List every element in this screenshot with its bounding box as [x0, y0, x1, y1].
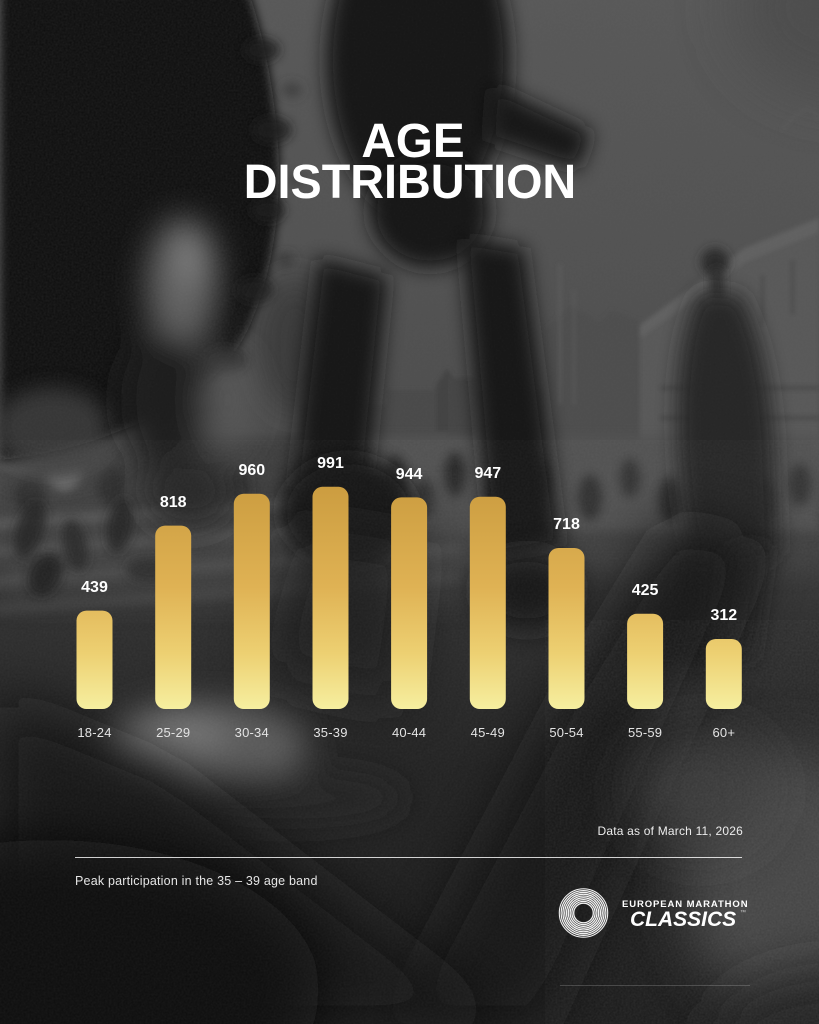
svg-text:18-24: 18-24: [77, 725, 111, 740]
svg-text:EUROPEAN MARATHON: EUROPEAN MARATHON: [622, 899, 748, 910]
svg-text:60+: 60+: [712, 725, 735, 740]
svg-text:947: 947: [474, 465, 501, 482]
svg-text:439: 439: [81, 579, 108, 596]
svg-text:312: 312: [710, 607, 737, 624]
svg-text:25-29: 25-29: [156, 725, 190, 740]
svg-text:CLASSICS: CLASSICS: [630, 908, 736, 931]
svg-text:45-49: 45-49: [471, 725, 505, 740]
svg-text:991: 991: [317, 455, 344, 472]
svg-text:818: 818: [160, 494, 187, 511]
svg-text:35-39: 35-39: [313, 725, 347, 740]
svg-text:40-44: 40-44: [392, 725, 426, 740]
svg-text:55-59: 55-59: [628, 725, 662, 740]
svg-text:960: 960: [238, 462, 265, 479]
svg-text:30-34: 30-34: [235, 725, 269, 740]
svg-text:™: ™: [740, 909, 746, 916]
svg-text:50-54: 50-54: [549, 725, 583, 740]
svg-text:425: 425: [632, 582, 659, 599]
svg-text:718: 718: [553, 516, 580, 533]
svg-text:944: 944: [396, 466, 423, 483]
